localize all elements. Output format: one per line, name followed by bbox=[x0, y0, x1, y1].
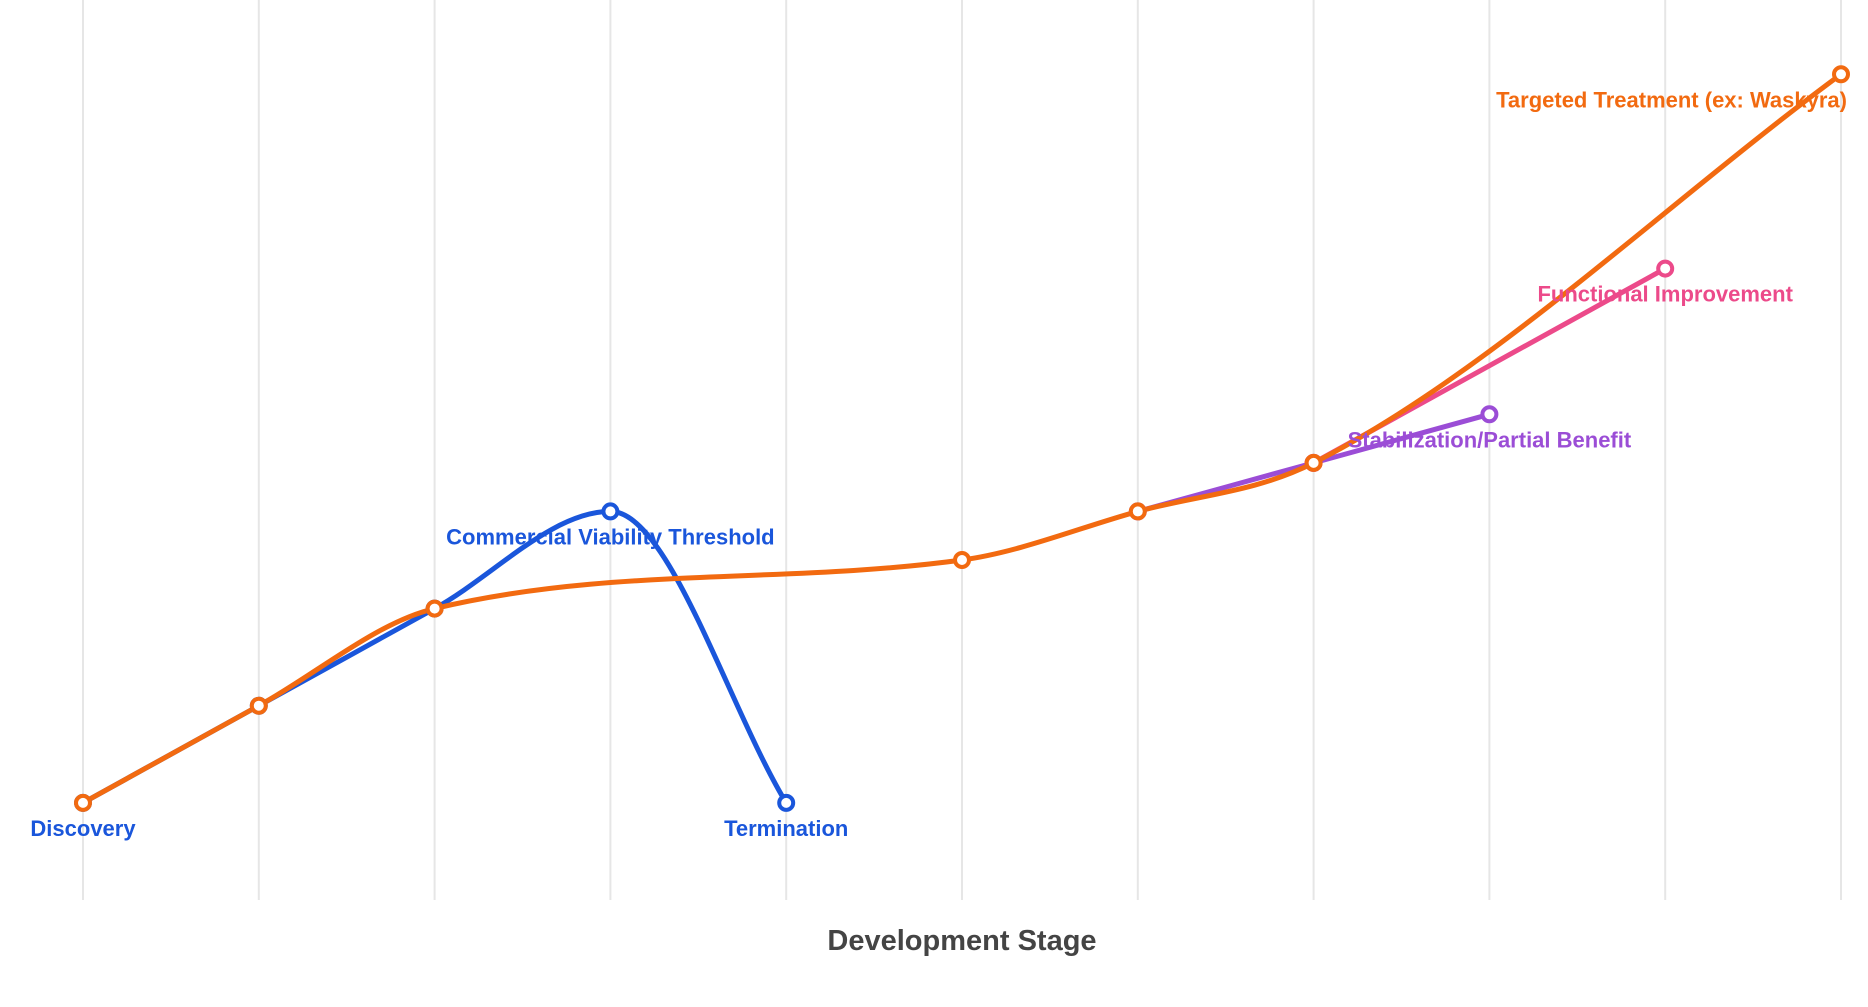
annotation-label-0: Discovery bbox=[30, 816, 136, 841]
data-point-s1-2 bbox=[1480, 405, 1499, 424]
data-point-s3-6 bbox=[1832, 65, 1850, 84]
annotation-label-2: Termination bbox=[724, 816, 848, 841]
data-point-s3-2 bbox=[425, 599, 444, 618]
annotation-label-5: Targeted Treatment (ex: Waskyra) bbox=[1496, 87, 1847, 112]
data-point-s0-3 bbox=[601, 502, 620, 521]
grid bbox=[82, 0, 1842, 900]
data-point-s3-5 bbox=[1304, 453, 1323, 472]
data-point-s3-0 bbox=[74, 793, 92, 812]
annotation-label-4: Functional Improvement bbox=[1537, 282, 1793, 307]
data-point-s3-4 bbox=[1128, 502, 1147, 521]
annotations: Discovery Commercial Viability Threshold T… bbox=[30, 87, 1847, 841]
annotation-label-1: Commercial Viability Threshold bbox=[446, 524, 774, 549]
annotation-label-3: Stabilization/Partial Benefit bbox=[1348, 427, 1632, 452]
data-point-s2-1 bbox=[1656, 259, 1675, 278]
data-point-s3-3 bbox=[953, 551, 971, 569]
data-point-s3-1 bbox=[249, 696, 268, 715]
x-axis-title: Development Stage bbox=[827, 925, 1096, 957]
data-point-s0-4 bbox=[777, 793, 796, 812]
data-points bbox=[74, 65, 1850, 812]
